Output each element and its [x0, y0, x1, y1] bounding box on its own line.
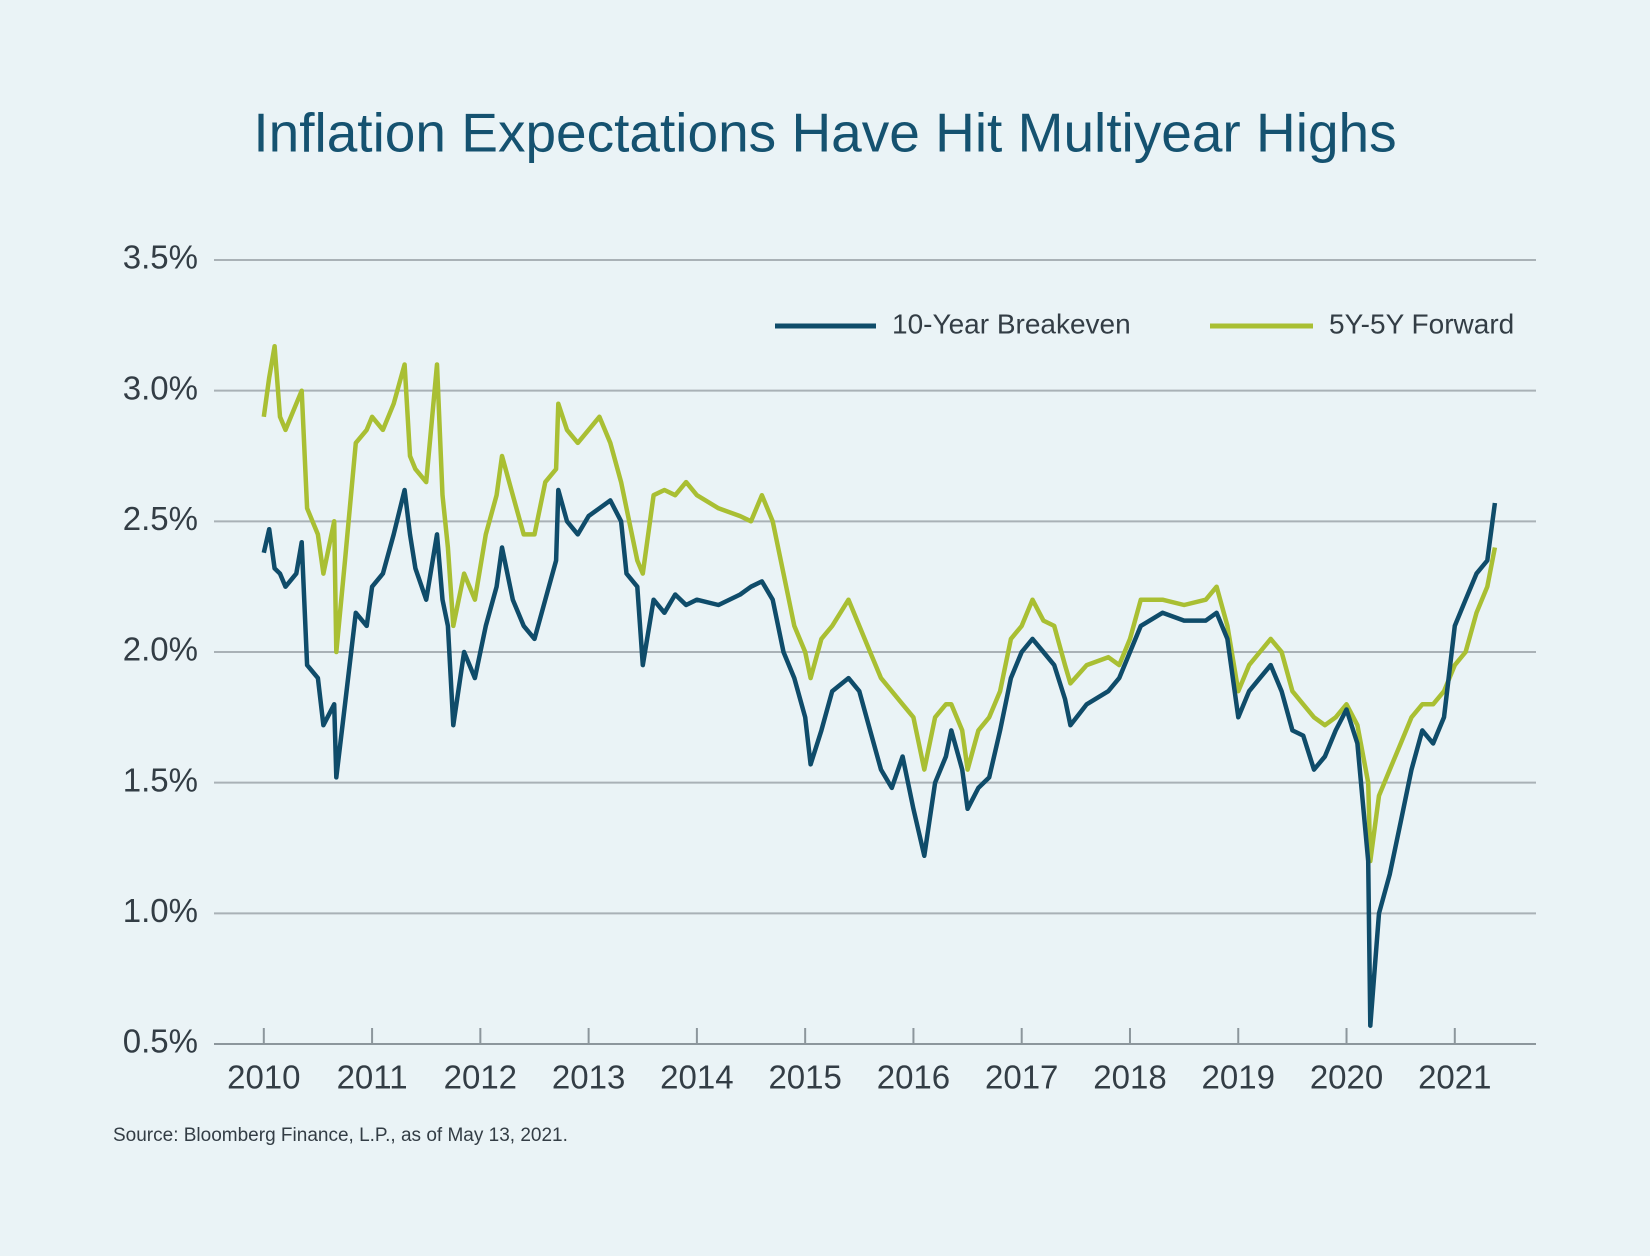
y-tick-label: 2.5% — [123, 500, 198, 537]
x-tick-label: 2018 — [1093, 1059, 1166, 1096]
series-line — [261, 487, 1498, 1028]
y-tick-label: 3.0% — [123, 369, 198, 406]
y-tick-label: 2.0% — [123, 631, 198, 668]
x-tick-label: 2010 — [227, 1059, 300, 1096]
x-tick-label: 2015 — [768, 1059, 841, 1096]
y-tick-label: 3.5% — [123, 239, 198, 276]
x-tick-label: 2021 — [1418, 1059, 1491, 1096]
source-note: Source: Bloomberg Finance, L.P., as of M… — [113, 1125, 568, 1146]
x-tick-label: 2014 — [660, 1059, 733, 1096]
x-tick-label: 2019 — [1202, 1059, 1275, 1096]
legend-label: 10-Year Breakeven — [892, 308, 1131, 339]
y-tick-label: 1.5% — [123, 761, 198, 798]
x-tick-label: 2017 — [985, 1059, 1058, 1096]
x-tick-label: 2020 — [1310, 1059, 1383, 1096]
series-line — [261, 343, 1498, 864]
x-tick-label: 2016 — [877, 1059, 950, 1096]
x-tick-label: 2012 — [444, 1059, 517, 1096]
y-tick-label: 1.0% — [123, 892, 198, 929]
x-tick-label: 2013 — [552, 1059, 625, 1096]
x-tick-label: 2011 — [337, 1059, 408, 1096]
y-tick-label: 0.5% — [123, 1023, 198, 1060]
legend-label: 5Y-5Y Forward — [1329, 308, 1514, 339]
chart-title: Inflation Expectations Have Hit Multiyea… — [253, 102, 1396, 164]
